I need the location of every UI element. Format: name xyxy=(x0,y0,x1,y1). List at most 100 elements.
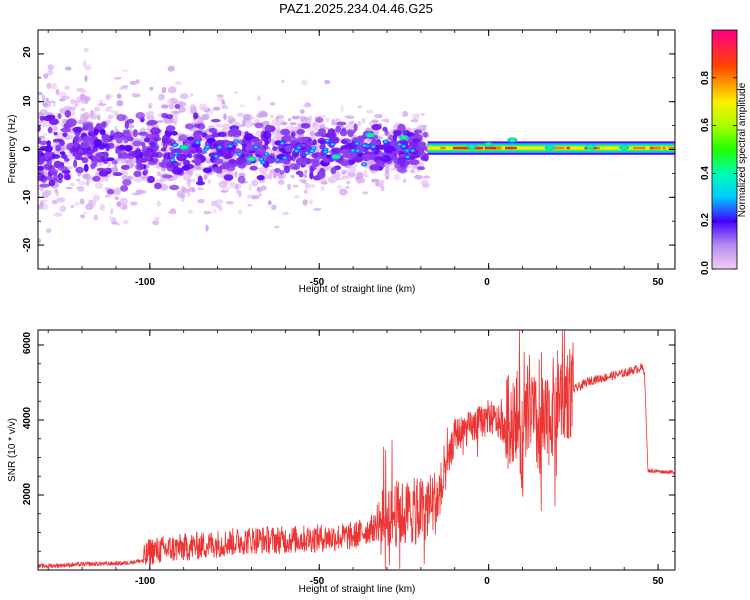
spectral-blob xyxy=(120,164,130,170)
spectral-blob xyxy=(339,188,348,196)
spectral-blob xyxy=(304,182,310,190)
spectral-blob xyxy=(361,117,366,124)
spectral-blob xyxy=(370,153,377,159)
spectral-blob xyxy=(291,115,301,120)
spectral-blob xyxy=(143,168,149,175)
spectral-blob xyxy=(75,178,81,182)
spectral-blob xyxy=(310,149,314,153)
spectral-blob xyxy=(53,212,63,217)
spectral-blob xyxy=(187,136,195,141)
spectral-blob xyxy=(251,194,260,200)
spectral-blob xyxy=(362,191,369,195)
spectral-blob xyxy=(347,131,354,138)
spectral-blob xyxy=(264,124,272,133)
spectral-blob xyxy=(173,162,182,166)
spectral-blob xyxy=(363,144,367,147)
spectral-blob xyxy=(54,188,58,193)
spectral-blob xyxy=(73,135,83,143)
spectral-blob xyxy=(219,163,230,170)
spectral-blob xyxy=(271,118,280,126)
spectral-blob xyxy=(384,164,390,169)
spectral-blob xyxy=(237,153,241,156)
spectral-blob xyxy=(104,177,109,182)
spectral-blob xyxy=(216,94,224,98)
narrow-band-peak xyxy=(440,146,446,150)
spectral-blob xyxy=(287,183,291,191)
spectral-blob xyxy=(102,134,111,143)
spectral-blob xyxy=(370,178,380,183)
spectral-blob xyxy=(174,152,178,155)
spectral-blob xyxy=(92,194,101,202)
spectral-blob xyxy=(155,120,164,123)
spectral-blob xyxy=(40,175,48,183)
spectral-blob xyxy=(205,145,209,149)
spectral-blob xyxy=(313,207,322,211)
spectral-blob xyxy=(59,107,67,114)
spectral-blob xyxy=(120,153,130,160)
spectral-blob xyxy=(324,79,331,85)
spectral-blob xyxy=(55,144,62,152)
narrow-band-peak xyxy=(566,146,570,150)
spectral-blob xyxy=(186,153,193,159)
spectral-blob xyxy=(221,100,225,104)
y-tick-label: 4000 xyxy=(22,406,33,429)
bright-spot xyxy=(621,146,628,150)
spectral-blob xyxy=(321,181,328,185)
x-tick-label: -100 xyxy=(135,277,155,288)
spectral-blob xyxy=(202,167,213,174)
spectral-blob xyxy=(151,150,157,158)
bright-spot xyxy=(587,145,594,149)
spectral-blob xyxy=(59,151,66,155)
spectral-blob xyxy=(213,143,218,148)
spectral-blob xyxy=(132,129,138,138)
y-tick-label: 0 xyxy=(22,146,33,152)
spectral-blob xyxy=(43,189,52,197)
x-tick-label: -50 xyxy=(310,277,325,288)
spectral-blob xyxy=(387,134,394,141)
spectral-blob xyxy=(73,159,78,168)
spectral-blob xyxy=(221,185,231,192)
spectral-blob xyxy=(121,69,129,73)
spectral-blob xyxy=(106,188,115,195)
spectral-blob xyxy=(116,93,122,99)
spectral-blob xyxy=(174,104,181,109)
spectral-blob xyxy=(112,172,123,177)
spectral-blob xyxy=(312,123,322,131)
spectral-blob xyxy=(63,157,70,162)
spectral-blob xyxy=(69,147,79,154)
spectral-blob xyxy=(141,177,148,181)
spectral-blob xyxy=(169,146,174,152)
spectral-blob xyxy=(186,190,191,197)
spectral-blob xyxy=(57,165,68,172)
spectral-blob xyxy=(122,179,132,186)
spectral-blob xyxy=(237,112,244,117)
spectral-blob xyxy=(330,167,337,175)
spectral-blob xyxy=(210,200,217,207)
spectral-blob xyxy=(197,175,203,185)
spectral-blob xyxy=(203,210,212,215)
x-tick-label: 0 xyxy=(484,277,490,288)
spectral-blob xyxy=(167,99,173,106)
spectral-blob xyxy=(161,139,173,144)
spectral-blob xyxy=(243,133,254,141)
spectral-blob xyxy=(271,204,277,210)
spectral-blob xyxy=(159,184,169,191)
figure-title: PAZ1.2025.234.04.46.G25 xyxy=(279,1,433,16)
spectral-blob xyxy=(156,200,161,207)
spectral-blob xyxy=(298,178,308,183)
spectral-blob xyxy=(60,154,68,159)
y-axis-label: SNR (10 * v/v) xyxy=(7,418,18,482)
spectral-blob xyxy=(90,164,96,170)
spectral-blob xyxy=(80,107,86,112)
spectral-blob xyxy=(355,142,359,145)
spectral-blob xyxy=(351,149,355,152)
spectral-blob xyxy=(82,112,90,120)
spectral-blob xyxy=(363,148,369,153)
y-axis-label: Frequency (Hz) xyxy=(7,115,18,184)
spectral-blob xyxy=(234,171,238,178)
spectral-blob xyxy=(63,172,71,181)
spectral-blob xyxy=(256,95,261,102)
spectral-blob xyxy=(300,157,308,167)
spectral-blob xyxy=(376,144,387,149)
